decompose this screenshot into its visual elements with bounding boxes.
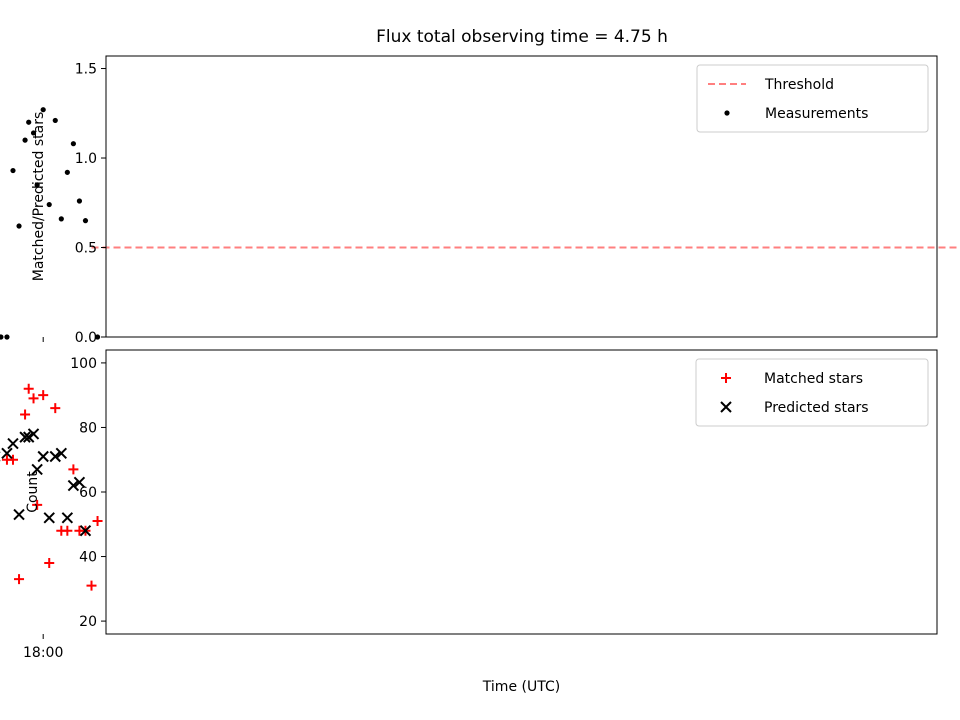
y-tick-label: 1.0 xyxy=(75,151,97,167)
legend-matched-swatch xyxy=(721,373,731,383)
predicted-star-point xyxy=(55,447,68,459)
matched-star-point xyxy=(20,409,31,420)
matched-star-point xyxy=(50,403,61,414)
legend-label: Predicted stars xyxy=(764,400,869,416)
measurement-point xyxy=(64,169,70,175)
predicted-star-point xyxy=(19,431,31,443)
y-axis-label: Matched/Predicted stars xyxy=(31,112,47,282)
legend-label: Measurements xyxy=(765,106,868,122)
y-tick-label: 0.0 xyxy=(75,330,97,346)
predicted-star-point xyxy=(73,476,86,489)
measurement-point xyxy=(10,167,16,174)
predicted-star-point xyxy=(13,508,25,521)
chart-title: Flux total observing time = 4.75 h xyxy=(376,27,668,47)
y-tick-label: 80 xyxy=(79,420,97,436)
x-tick-label: 18:00 xyxy=(23,645,63,661)
measurement-point xyxy=(22,137,28,143)
legend-label: Threshold xyxy=(764,77,834,93)
matched-star-point xyxy=(28,393,39,404)
matched-star-point xyxy=(44,558,55,568)
matched-star-point xyxy=(32,499,43,510)
matched-star-point xyxy=(56,525,67,536)
predicted-star-point xyxy=(43,512,55,524)
matched-star-point xyxy=(1,454,12,465)
measurement-point xyxy=(4,334,10,340)
measurement-point xyxy=(30,130,37,136)
legend-box xyxy=(695,358,929,427)
measurement-point xyxy=(0,334,4,340)
y-axis-label: Count xyxy=(25,471,41,513)
y-tick-label: 20 xyxy=(79,614,97,630)
measurement-point xyxy=(52,117,58,124)
matched-star-point xyxy=(74,525,85,536)
measurement-point xyxy=(16,223,22,229)
predicted-star-point xyxy=(61,512,74,524)
measurement-point xyxy=(94,334,101,340)
y-tick-label: 100 xyxy=(70,356,97,372)
legend-box xyxy=(696,64,929,133)
legend-measurement-swatch xyxy=(724,110,730,116)
matched-star-point xyxy=(23,383,34,394)
predicted-star-point xyxy=(22,431,35,443)
legend-label: Matched stars xyxy=(764,371,863,387)
measurement-point xyxy=(70,141,76,147)
measurement-point xyxy=(46,201,52,208)
matched-star-point xyxy=(92,516,103,527)
measurement-point xyxy=(40,107,46,113)
bottom-panel: 2040608010018:0020:0022:0000:0002:0004:0… xyxy=(0,349,938,695)
measurement-point xyxy=(76,198,83,204)
predicted-star-point xyxy=(31,463,43,476)
predicted-star-point xyxy=(7,437,19,450)
legend-predicted-swatch xyxy=(720,401,732,413)
top-panel: 0.0 0.5 1.0 1.5 Matched/Predicted stars Thres… xyxy=(0,55,960,346)
predicted-star-point xyxy=(67,479,80,492)
matched-star-point xyxy=(86,580,97,591)
predicted-star-point xyxy=(37,450,49,463)
y-tick-label: 60 xyxy=(79,485,97,501)
y-tick-label: 0.5 xyxy=(75,241,97,257)
plot-frame xyxy=(105,55,938,338)
matched-star-point xyxy=(68,464,79,475)
matched-star-point xyxy=(38,390,49,401)
measurement-point xyxy=(34,182,40,188)
x-axis-label: Time (UTC) xyxy=(482,679,560,695)
predicted-star-point xyxy=(1,447,13,459)
measurement-point xyxy=(58,216,64,222)
y-tick-label: 40 xyxy=(79,550,97,566)
measurement-point xyxy=(82,218,89,224)
predicted-star-point xyxy=(79,525,92,537)
measurement-point xyxy=(26,119,32,125)
y-tick-label: 1.5 xyxy=(75,62,97,78)
matched-star-point xyxy=(14,574,25,585)
predicted-star-point xyxy=(49,450,61,463)
